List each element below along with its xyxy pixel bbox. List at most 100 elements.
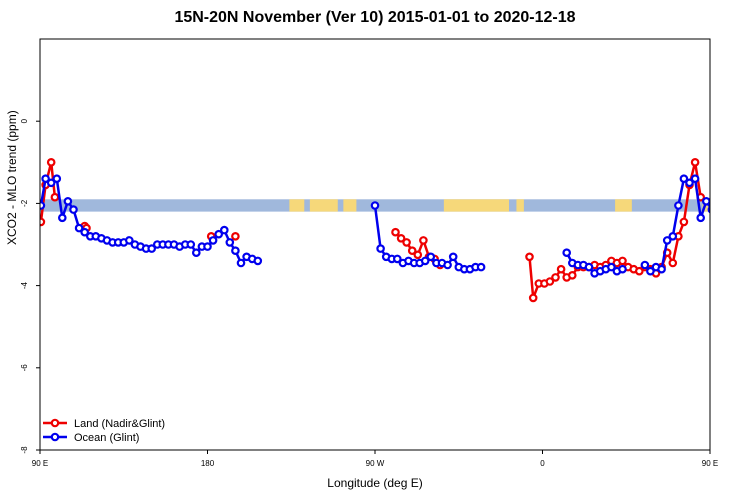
land-data-point — [528, 293, 538, 303]
land-data-point — [556, 264, 566, 274]
ocean-data-point — [236, 258, 246, 268]
ocean-data-point — [443, 260, 452, 270]
ocean-data-point — [668, 232, 678, 241]
ocean-data-point — [674, 201, 683, 210]
ocean-data-point — [679, 174, 689, 184]
ocean-data-point — [370, 201, 380, 210]
ocean-data-point — [448, 252, 458, 262]
y-tick-label: -2 — [20, 199, 29, 207]
legend-label-1: Ocean (Glint) — [74, 432, 139, 444]
ocean-data-point — [720, 229, 726, 235]
y-tick-label: 0 — [20, 118, 29, 123]
map-strip-land-2 — [343, 199, 357, 212]
land-data-point — [551, 273, 560, 282]
map-strip-land-5 — [615, 199, 632, 212]
ocean-data-point — [214, 229, 224, 239]
ocean-data-point — [231, 246, 240, 256]
ocean-data-point — [607, 262, 616, 272]
ocean-data-point — [646, 266, 655, 276]
land-data-point — [737, 223, 743, 229]
x-tick-label: 0 — [540, 459, 545, 468]
ocean-data-point — [662, 236, 672, 245]
ocean-data-point — [57, 213, 67, 223]
land-data-point — [396, 234, 406, 243]
ocean-data-point — [392, 254, 402, 264]
ocean-data-point — [725, 233, 731, 239]
ocean-data-point — [562, 248, 572, 258]
ocean-data-point — [74, 223, 84, 233]
land-data-point — [50, 192, 60, 202]
land-data-point — [690, 158, 700, 167]
x-tick-label: 180 — [201, 459, 215, 468]
ocean-data-point — [147, 244, 157, 253]
land-data-point — [525, 252, 534, 262]
land-data-point — [413, 250, 423, 260]
map-strip-land-1 — [309, 199, 338, 212]
ocean-data-point — [52, 174, 62, 184]
ocean-data-point — [731, 233, 737, 239]
ocean-data-point — [41, 174, 50, 184]
y-tick-label: -8 — [20, 446, 29, 454]
legend: Land (Nadir&Glint) Ocean (Glint) — [43, 418, 165, 444]
ocean-data-point — [690, 174, 700, 184]
legend-marker-1 — [50, 432, 60, 442]
ocean-data-point — [640, 260, 650, 270]
x-tick-label: 90 E — [702, 459, 718, 468]
map-strip-land-7 — [710, 199, 717, 211]
ocean-series-line-3 — [643, 177, 710, 273]
y-tick-label: -4 — [20, 281, 29, 289]
ocean-data-point — [584, 262, 594, 272]
legend-label-0: Land (Nadir&Glint) — [74, 418, 165, 430]
plot-area — [40, 158, 748, 303]
ocean-data-point — [657, 264, 666, 274]
ocean-data-point — [702, 197, 710, 206]
land-series-line-2 — [740, 226, 742, 228]
ocean-data-point — [203, 242, 212, 251]
ocean-data-point — [40, 201, 46, 210]
ocean-data-point — [46, 178, 56, 188]
ocean-data-point — [714, 225, 720, 231]
legend-marker-0 — [50, 418, 60, 428]
land-data-point — [668, 258, 678, 268]
land-data-point — [402, 238, 411, 247]
land-data-point — [231, 232, 240, 241]
land-data-point — [679, 217, 689, 227]
ocean-data-point — [476, 262, 486, 272]
map-strip-land-4 — [516, 199, 524, 212]
x-tick-label: 90 E — [32, 459, 48, 468]
ocean-data-point — [69, 205, 78, 214]
ocean-data-point — [125, 236, 134, 245]
ocean-data-point — [208, 236, 218, 245]
land-data-point — [419, 236, 428, 245]
land-data-point — [738, 225, 744, 231]
ocean-data-point — [186, 240, 196, 249]
ocean-data-point — [80, 227, 90, 237]
ocean-data-point — [225, 238, 235, 247]
x-tick-label: 90 W — [366, 459, 385, 468]
land-data-point — [618, 256, 627, 266]
ocean-data-point — [420, 256, 430, 266]
ocean-data-point — [685, 178, 694, 188]
ocean-data-point — [696, 213, 706, 223]
land-data-point — [407, 246, 417, 256]
ocean-data-point — [426, 252, 436, 262]
ocean-data-point — [742, 237, 748, 243]
x-axis-label: Longitude (deg E) — [327, 476, 423, 490]
land-data-point — [545, 277, 555, 286]
ocean-data-point — [253, 256, 263, 266]
map-strip-land-3 — [443, 199, 509, 212]
ocean-data-point — [192, 248, 201, 258]
land-data-point — [391, 227, 400, 237]
map-strip-land-0 — [289, 199, 305, 212]
land-data-point — [567, 270, 577, 280]
ocean-data-point — [737, 235, 743, 241]
ocean-data-point — [376, 244, 385, 253]
ocean-data-point — [63, 197, 73, 206]
land-data-point — [634, 266, 644, 276]
ocean-data-point — [618, 264, 627, 274]
ocean-data-point — [220, 225, 229, 235]
y-tick-label: -6 — [20, 364, 29, 372]
land-data-point — [46, 158, 56, 167]
land-data-point — [40, 217, 46, 227]
